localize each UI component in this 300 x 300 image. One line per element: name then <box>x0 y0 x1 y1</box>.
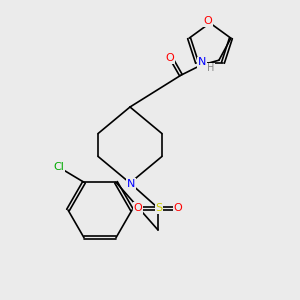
Text: O: O <box>204 16 212 26</box>
Text: S: S <box>155 203 163 213</box>
Text: O: O <box>166 53 174 63</box>
Text: Cl: Cl <box>54 162 64 172</box>
Text: H: H <box>207 63 214 73</box>
Text: O: O <box>174 203 182 213</box>
Text: N: N <box>198 57 206 67</box>
Text: O: O <box>134 203 142 213</box>
Text: N: N <box>127 179 135 189</box>
